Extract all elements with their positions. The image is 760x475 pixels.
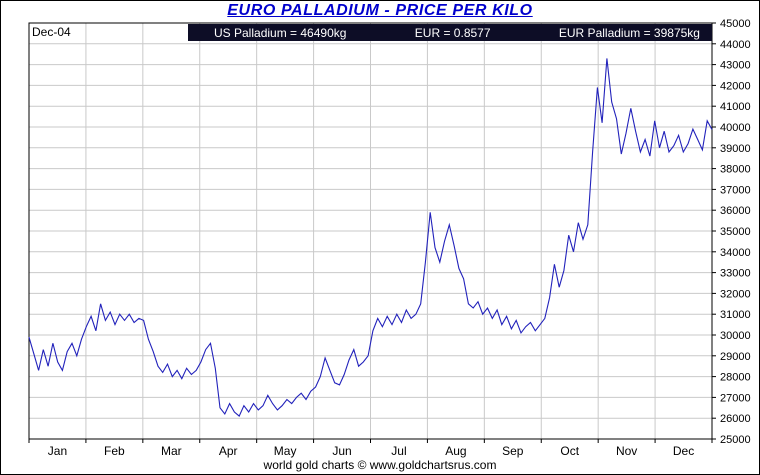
y-tick-label: 45000: [720, 18, 751, 30]
us-palladium-stat: US Palladium = 46490kg: [214, 25, 347, 40]
y-tick-label: 32000: [720, 288, 751, 300]
copyright-footer: world gold charts © www.goldchartsrus.co…: [263, 458, 497, 472]
x-tick-label: Jun: [332, 444, 351, 458]
x-tick-label: Apr: [219, 444, 238, 458]
y-tick-label: 29000: [720, 351, 751, 363]
x-tick-label: May: [274, 444, 297, 458]
y-tick-label: 42000: [720, 80, 751, 92]
y-tick-label: 37000: [720, 184, 751, 196]
x-tick-label: Oct: [560, 444, 579, 458]
y-tick-label: 44000: [720, 39, 751, 51]
x-tick-label: Nov: [616, 444, 637, 458]
y-tick-label: 35000: [720, 226, 751, 238]
date-label: Dec-04: [32, 25, 71, 39]
chart-title: EURO PALLADIUM - PRICE PER KILO: [227, 2, 533, 19]
price-line: [28, 58, 713, 417]
x-tick-label: Dec: [673, 444, 694, 458]
x-tick-label: Jan: [48, 444, 67, 458]
x-tick-label: Feb: [104, 444, 125, 458]
y-tick-label: 41000: [720, 101, 751, 113]
y-tick-label: 39000: [720, 143, 751, 155]
x-tick-label: Aug: [445, 444, 466, 458]
y-tick-label: 26000: [720, 413, 751, 425]
y-tick-label: 38000: [720, 164, 751, 176]
y-tick-label: 25000: [720, 434, 751, 446]
y-tick-label: 27000: [720, 392, 751, 404]
x-tick-label: Jul: [391, 444, 406, 458]
x-tick-label: Sep: [502, 444, 524, 458]
x-tick-label: Mar: [161, 444, 182, 458]
y-tick-label: 36000: [720, 205, 751, 217]
eur-rate-stat: EUR = 0.8577: [414, 25, 491, 40]
y-tick-label: 34000: [720, 247, 751, 259]
y-tick-label: 28000: [720, 372, 751, 384]
stats-bar: US Palladium = 46490kg EUR = 0.8577 EUR …: [188, 24, 712, 41]
y-tick-label: 33000: [720, 268, 751, 280]
eur-palladium-stat: EUR Palladium = 39875kg: [558, 25, 700, 40]
y-tick-label: 40000: [720, 122, 751, 134]
y-tick-label: 43000: [720, 60, 751, 72]
y-tick-label: 31000: [720, 309, 751, 321]
y-tick-label: 30000: [720, 330, 751, 342]
